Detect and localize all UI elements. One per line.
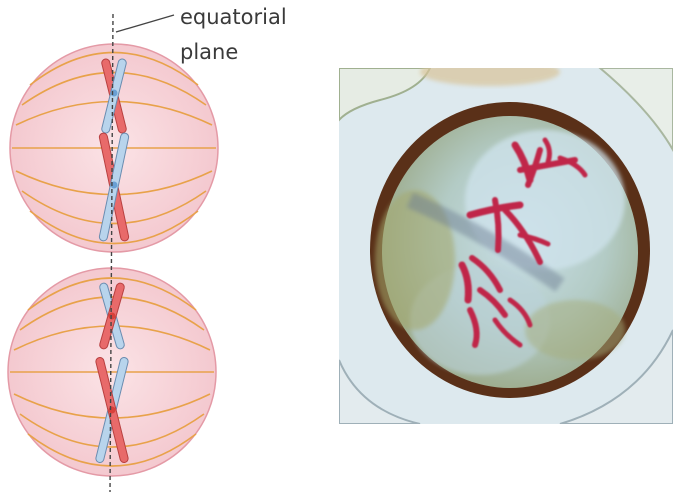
spindle-fibers-bottom	[10, 277, 214, 467]
label-leader-line	[115, 14, 175, 33]
label-equatorial: equatorial	[180, 5, 287, 29]
photo-chromosomes	[458, 137, 588, 348]
chromosome-pair-top-2	[98, 132, 130, 242]
metaphase-cell-top	[9, 43, 219, 253]
equatorial-plane-line	[109, 13, 114, 493]
centromere-top-1	[110, 89, 118, 97]
chromosome-pair-top-1	[101, 58, 127, 134]
micrograph	[339, 68, 673, 424]
label-plane: plane	[180, 40, 238, 64]
metaphase-cell-bottom	[7, 267, 217, 477]
centromere-bottom-2	[108, 406, 116, 414]
chromosome-pair-bottom-2	[95, 356, 129, 464]
chromosome-pair-bottom-1	[99, 282, 125, 350]
centromere-bottom-1	[108, 312, 116, 320]
